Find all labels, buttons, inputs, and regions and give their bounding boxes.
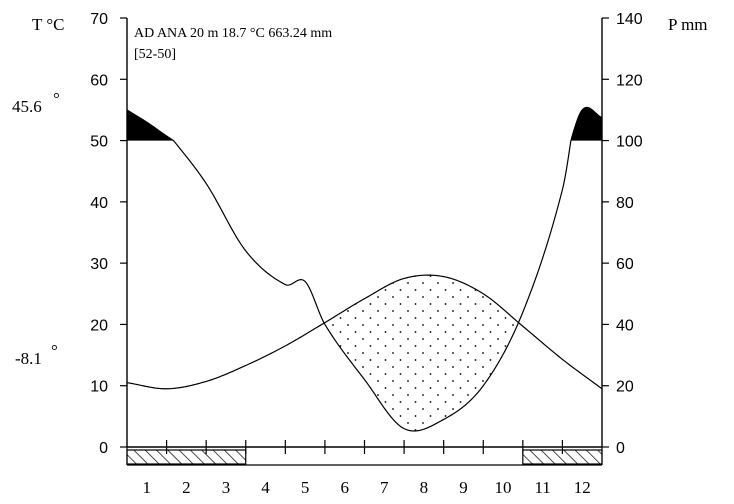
frost-months [126, 449, 603, 465]
left-axis-ticks: 0 10 20 30 40 50 60 70 [90, 11, 127, 457]
month-ticks [165, 440, 564, 454]
period-label: [52-50] [134, 47, 176, 62]
right-tick-label: 0 [616, 440, 625, 457]
left-tick-label: 0 [99, 440, 108, 457]
left-tick-label: 30 [90, 256, 108, 273]
month-label: 1 [143, 478, 152, 497]
left-tick-label: 50 [90, 134, 108, 151]
left-axis-label: T °C [32, 15, 64, 34]
frost-box [126, 449, 247, 465]
right-tick-label: 140 [616, 11, 643, 28]
right-tick-label: 40 [616, 317, 634, 334]
right-tick-label: 60 [616, 256, 634, 273]
abs-min-label: -8.1 [15, 349, 42, 368]
right-tick-label: 20 [616, 379, 634, 396]
left-tick-label: 60 [90, 72, 108, 89]
fill-layer [127, 107, 602, 431]
right-axis-ticks: 0 20 40 60 80 100 120 140 [602, 11, 643, 457]
abs-max-label: 45.6 [12, 97, 42, 116]
left-tick-label: 20 [90, 317, 108, 334]
month-label: 11 [534, 478, 550, 497]
month-label: 9 [459, 478, 468, 497]
right-tick-label: 120 [616, 72, 643, 89]
precipitation-line [126, 106, 603, 432]
month-label: 2 [182, 478, 191, 497]
month-labels: 1 2 3 4 5 6 7 8 9 10 11 12 [143, 478, 591, 497]
left-tick-label: 10 [90, 379, 108, 396]
right-axis-label: P mm [668, 15, 708, 34]
month-label: 4 [261, 478, 270, 497]
month-label: 6 [340, 478, 349, 497]
dry-period-area [324, 275, 519, 431]
abs-max-degree: ° [53, 89, 60, 108]
right-tick-label: 80 [616, 195, 634, 212]
month-label: 8 [420, 478, 429, 497]
month-label: 7 [380, 478, 389, 497]
month-label: 12 [574, 478, 591, 497]
left-tick-label: 70 [90, 11, 108, 28]
month-label: 5 [301, 478, 310, 497]
month-label: 10 [495, 478, 512, 497]
month-label: 3 [222, 478, 231, 497]
left-tick-label: 40 [90, 195, 108, 212]
abs-min-degree: ° [51, 341, 58, 360]
temperature-line [126, 274, 603, 390]
right-tick-label: 100 [616, 134, 643, 151]
station-header: AD ANA 20 m 18.7 °C 663.24 mm [134, 26, 332, 41]
